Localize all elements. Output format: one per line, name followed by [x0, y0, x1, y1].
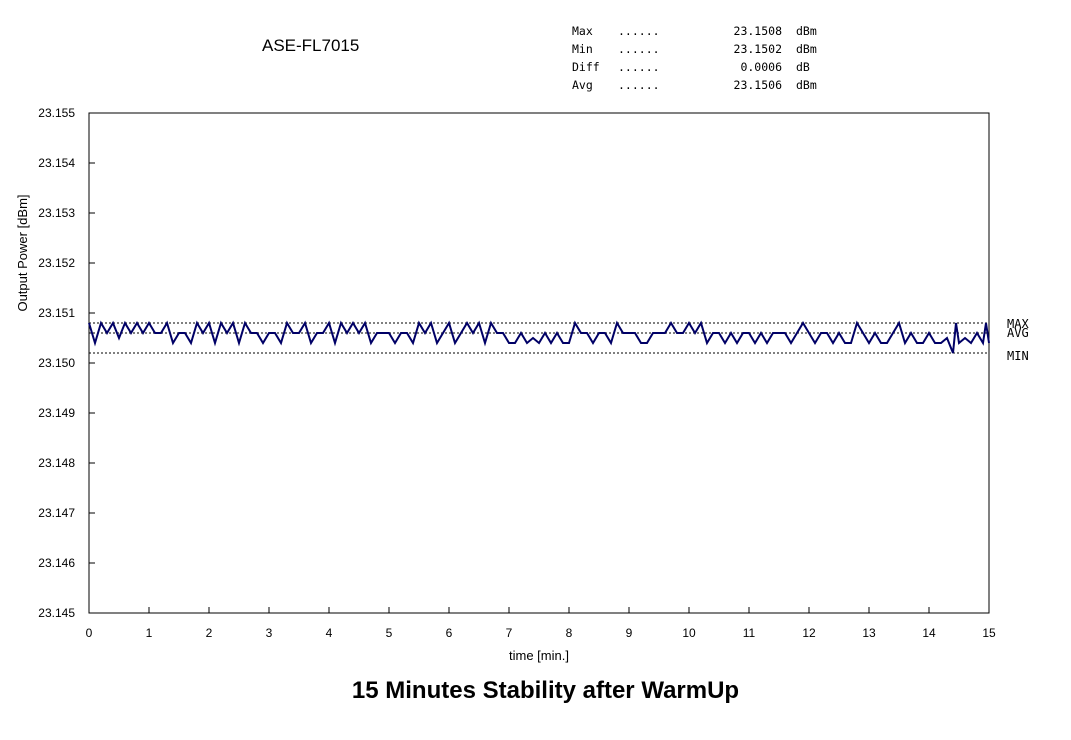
ref-label-max: MAX — [1007, 317, 1029, 331]
stat-label: Min — [572, 42, 593, 56]
x-tick-label: 12 — [802, 626, 816, 640]
x-tick-label: 2 — [206, 626, 213, 640]
y-tick-label: 23.151 — [38, 306, 75, 320]
stat-dots: ...... — [618, 24, 660, 38]
x-tick-label: 7 — [506, 626, 513, 640]
y-tick-label: 23.149 — [38, 406, 75, 420]
series-line — [88, 320, 990, 354]
x-tick-label: 14 — [922, 626, 936, 640]
x-axis-title: time [min.] — [509, 648, 569, 663]
ref-label-avg: AVG — [1007, 326, 1029, 340]
y-tick-label: 23.146 — [38, 556, 75, 570]
stat-unit: dB — [796, 60, 810, 74]
stat-unit: dBm — [796, 78, 817, 92]
stat-label: Diff — [572, 60, 600, 74]
stat-row-avg: Avg ...... 23.1506 dBm — [572, 76, 817, 94]
stat-label: Max — [572, 24, 593, 38]
y-tick-label: 23.153 — [38, 206, 75, 220]
stat-dots: ...... — [618, 60, 660, 74]
stat-label: Avg — [572, 78, 593, 92]
stat-value: 23.1506 — [733, 78, 782, 92]
stat-value: 0.0006 — [740, 60, 782, 74]
y-tick-label: 23.150 — [38, 356, 75, 370]
stat-value: 23.1508 — [733, 24, 782, 38]
y-axis-title: Output Power [dBm] — [15, 194, 30, 311]
y-axis: 23.155 23.154 23.153 23.152 23.151 23.150 23.1… — [38, 106, 95, 620]
x-tick-label: 0 — [86, 626, 93, 640]
x-tick-label: 1 — [146, 626, 153, 640]
x-tick-label: 13 — [862, 626, 876, 640]
y-tick-label: 23.154 — [38, 156, 75, 170]
x-tick-label: 5 — [386, 626, 393, 640]
x-tick-label: 9 — [626, 626, 633, 640]
ref-label-min: MIN — [1007, 349, 1029, 363]
x-tick-label: 8 — [566, 626, 573, 640]
x-tick-label: 3 — [266, 626, 273, 640]
stat-row-diff: Diff ...... 0.0006 dB — [572, 58, 817, 76]
model-name: ASE-FL7015 — [262, 36, 360, 55]
stat-unit: dBm — [796, 42, 817, 56]
y-tick-label: 23.152 — [38, 256, 75, 270]
stat-dots: ...... — [618, 42, 660, 56]
chart-caption: 15 Minutes Stability after WarmUp — [351, 677, 740, 704]
stat-unit: dBm — [796, 24, 817, 38]
x-tick-label: 11 — [743, 626, 756, 640]
x-tick-label: 4 — [326, 626, 333, 640]
stat-dots: ...... — [618, 78, 660, 92]
y-tick-label: 23.147 — [38, 506, 75, 520]
y-tick-label: 23.145 — [38, 606, 75, 620]
stat-value: 23.1502 — [733, 42, 782, 56]
x-axis: 0 1 2 3 4 5 6 7 8 9 10 11 12 13 14 15 — [86, 607, 996, 640]
x-tick-label: 15 — [982, 626, 996, 640]
stats-panel: Max ...... 23.1508 dBm Min ...... 23.150… — [572, 22, 817, 94]
x-tick-label: 6 — [446, 626, 453, 640]
stat-row-max: Max ...... 23.1508 dBm — [572, 22, 817, 40]
stat-row-min: Min ...... 23.1502 dBm — [572, 40, 817, 58]
power-stability-chart: 23.155 23.154 23.153 23.152 23.151 23.150 23.1… — [15, 106, 1029, 663]
y-tick-label: 23.155 — [38, 106, 75, 120]
plot-area — [88, 112, 990, 614]
y-tick-label: 23.148 — [38, 456, 75, 470]
x-tick-label: 10 — [682, 626, 696, 640]
